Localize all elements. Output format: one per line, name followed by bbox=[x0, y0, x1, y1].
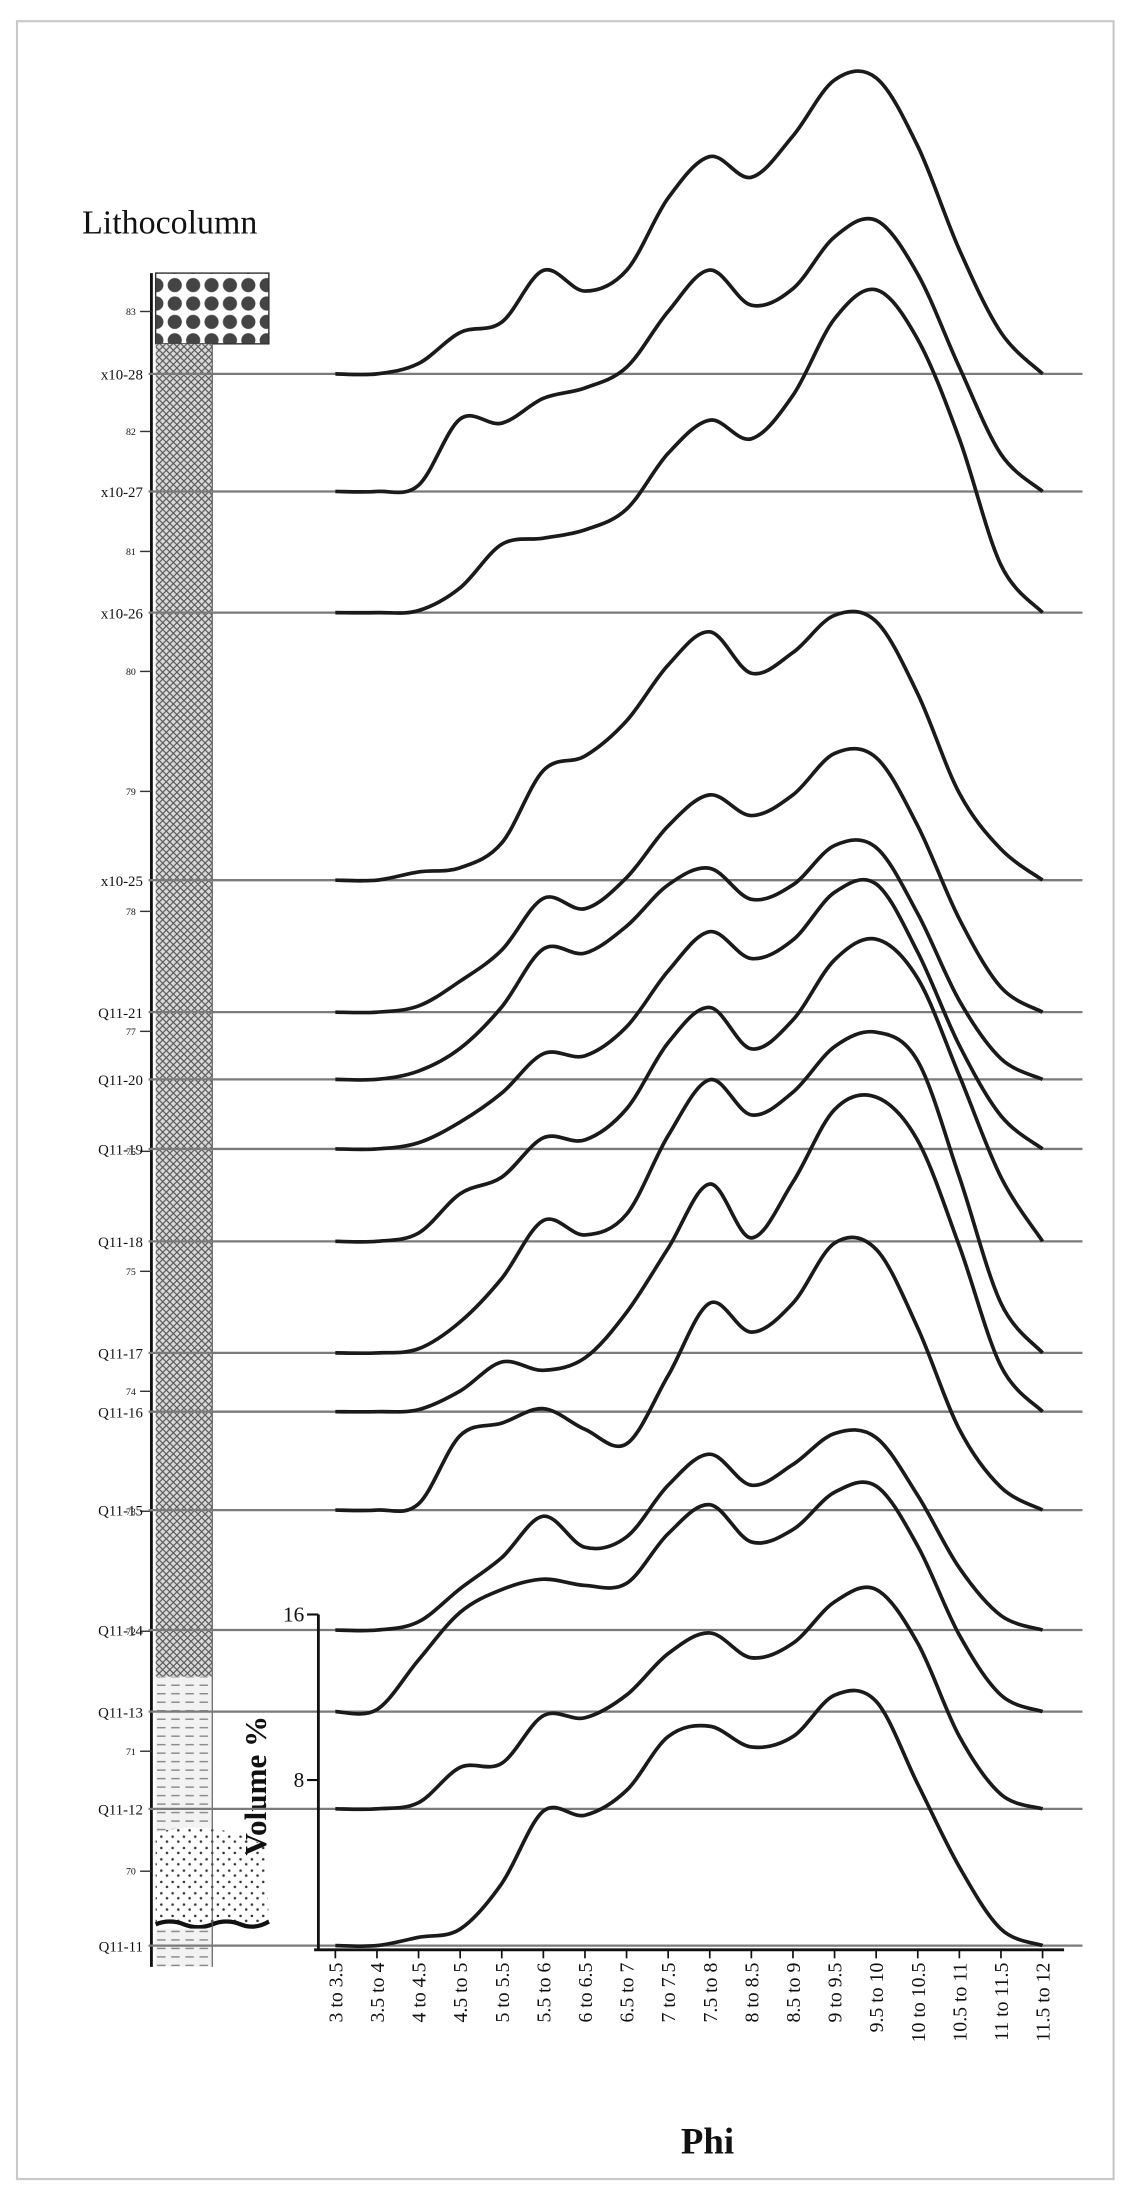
depth-tick-label: 77 bbox=[126, 1027, 136, 1038]
depth-tick-label: 75 bbox=[126, 1267, 136, 1278]
sample-label: Q11-20 bbox=[98, 1073, 143, 1089]
sample-label: x10-27 bbox=[101, 485, 143, 501]
x-tick-label: 6.5 to 7 bbox=[617, 1962, 639, 2022]
distribution-curve bbox=[335, 877, 1044, 1152]
distribution-curve bbox=[335, 1428, 1044, 1633]
depth-tick-label: 70 bbox=[126, 1867, 136, 1878]
sample-label: Q11-21 bbox=[98, 1006, 143, 1022]
sample-label: Q11-14 bbox=[98, 1624, 143, 1640]
depth-tick-label: 80 bbox=[126, 667, 136, 678]
x-tick-label: 10.5 to 11 bbox=[949, 1963, 971, 2042]
sample-label: x10-28 bbox=[101, 368, 143, 384]
distribution-curve bbox=[335, 1480, 1044, 1716]
x-tick-label: 11.5 to 12 bbox=[1033, 1963, 1055, 2042]
frame bbox=[15, 20, 1115, 2181]
distribution-curve bbox=[335, 69, 1044, 377]
layer-base bbox=[155, 1928, 213, 1967]
sample-label: Q11-19 bbox=[98, 1143, 143, 1159]
x-tick-label: 3 to 3.5 bbox=[325, 1962, 347, 2022]
column-title: Lithocolumn bbox=[82, 204, 257, 241]
depth-tick-label: 79 bbox=[126, 787, 136, 798]
distribution-curve bbox=[335, 1688, 1044, 1949]
distribution-curve bbox=[335, 1585, 1044, 1812]
sample-label: Q11-18 bbox=[98, 1235, 143, 1251]
x-tick-label: 7 to 7.5 bbox=[658, 1962, 680, 2022]
distribution-curve bbox=[335, 287, 1044, 615]
depth-tick-label: 71 bbox=[126, 1747, 136, 1758]
x-tick-label: 9.5 to 10 bbox=[866, 1962, 888, 2032]
x-tick-label: 7.5 to 8 bbox=[700, 1962, 722, 2022]
x-tick-label: 4.5 to 5 bbox=[450, 1962, 472, 2022]
depth-tick-label: 76 bbox=[126, 1147, 136, 1158]
distribution-curve bbox=[335, 936, 1045, 1244]
x-tick-label: 5 to 5.5 bbox=[492, 1962, 514, 2022]
sample-label: Q11-11 bbox=[99, 1939, 143, 1955]
x-tick-label: 6 to 6.5 bbox=[575, 1962, 597, 2022]
distribution-curve bbox=[335, 746, 1044, 1015]
distribution-curve bbox=[335, 1029, 1044, 1356]
distribution-curve bbox=[335, 609, 1044, 883]
sample-label: x10-25 bbox=[101, 874, 143, 890]
depth-tick-label: 78 bbox=[126, 907, 136, 918]
x-axis-label: Phi bbox=[681, 2121, 734, 2162]
depth-tick-label: 83 bbox=[126, 307, 136, 318]
y-tick-label: 16 bbox=[283, 1603, 304, 1627]
sample-label: Q11-15 bbox=[98, 1504, 143, 1520]
depth-tick-label: 81 bbox=[126, 547, 136, 558]
x-tick-label: 3.5 to 4 bbox=[367, 1962, 389, 2022]
x-tick-label: 5.5 to 6 bbox=[533, 1962, 555, 2022]
sample-label: Q11-17 bbox=[98, 1347, 143, 1363]
x-tick-label: 8 to 8.5 bbox=[741, 1962, 763, 2022]
layer-mud bbox=[155, 343, 213, 1677]
distribution-curve bbox=[335, 1235, 1044, 1514]
depth-tick-label: 72 bbox=[126, 1627, 136, 1638]
lithocolumn bbox=[149, 272, 270, 1967]
layer-gravel bbox=[154, 272, 270, 345]
sample-label: Q11-13 bbox=[98, 1705, 143, 1721]
depth-tick-label: 73 bbox=[126, 1507, 136, 1518]
depth-tick-label: 74 bbox=[126, 1387, 136, 1398]
distribution-curve bbox=[335, 216, 1044, 495]
x-tick-label: 4 to 4.5 bbox=[409, 1962, 431, 2022]
depth-tick-label: 82 bbox=[126, 427, 136, 438]
distribution-curve bbox=[335, 1093, 1044, 1414]
x-tick-label: 9 to 9.5 bbox=[825, 1962, 847, 2022]
x-tick-label: 10 to 10.5 bbox=[908, 1962, 930, 2042]
x-tick-label: 8.5 to 9 bbox=[783, 1962, 805, 2022]
sample-label: x10-26 bbox=[101, 606, 143, 622]
sample-label: Q11-12 bbox=[98, 1802, 143, 1818]
y-axis-label: Volume % bbox=[238, 1716, 273, 1856]
distribution-curve bbox=[335, 838, 1044, 1082]
x-tick-label: 11 to 11.5 bbox=[991, 1962, 1013, 2040]
layer-laminated bbox=[155, 1676, 213, 1833]
sample-label: Q11-16 bbox=[98, 1405, 143, 1421]
y-tick-label: 8 bbox=[294, 1768, 305, 1792]
